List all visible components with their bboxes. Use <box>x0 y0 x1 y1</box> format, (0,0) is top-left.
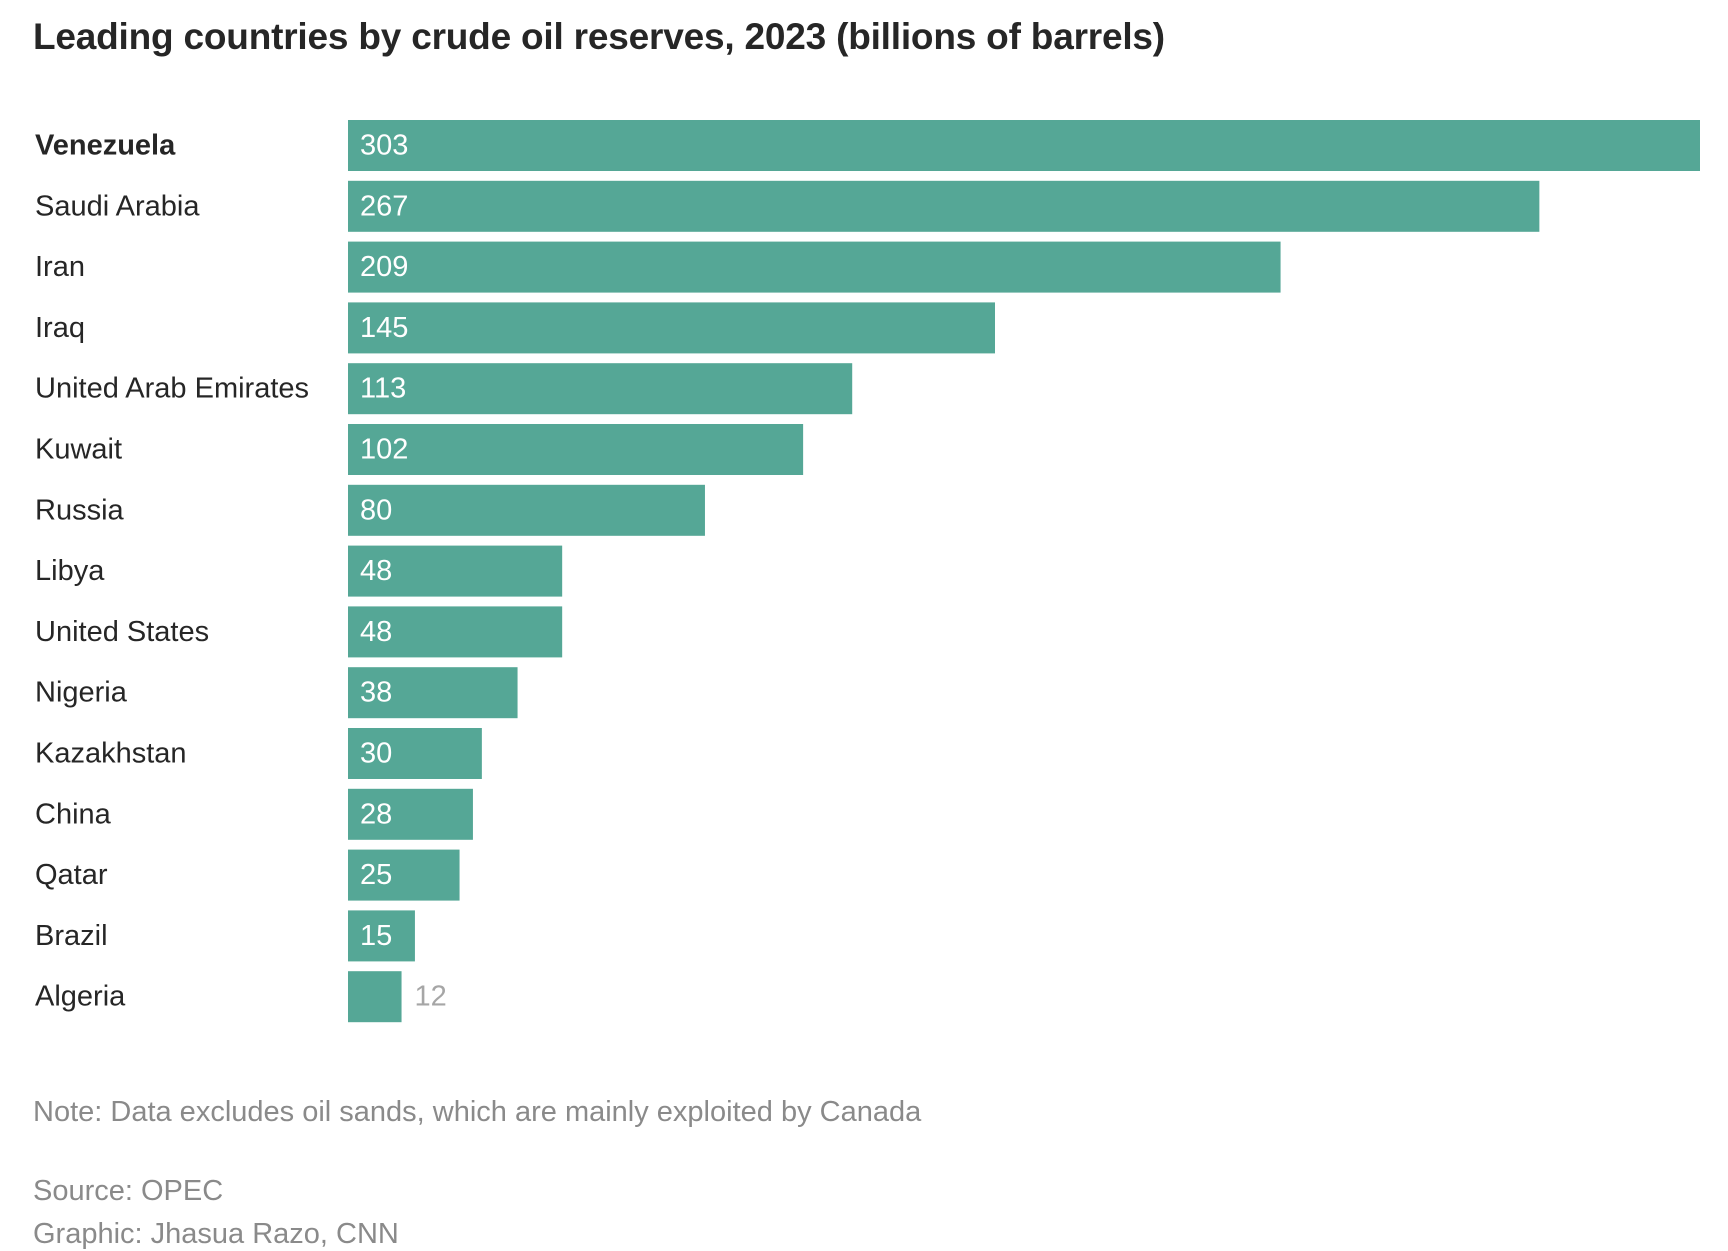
category-label: United States <box>35 616 209 648</box>
value-label: 38 <box>360 677 392 709</box>
category-label: Russia <box>35 494 125 526</box>
bar <box>348 120 1700 171</box>
category-label: Iran <box>35 251 85 283</box>
category-label: China <box>35 798 112 830</box>
value-label: 12 <box>415 981 447 1013</box>
value-label: 113 <box>360 373 406 405</box>
chart-source: Source: OPEC <box>33 1175 224 1207</box>
category-label: Venezuela <box>35 130 176 162</box>
bar-chart: Venezuela 303 Saudi Arabia 267 Iran 209 Iraq 14… <box>35 120 1700 1023</box>
category-label: Libya <box>35 555 105 587</box>
value-label: 48 <box>360 555 392 587</box>
value-label: 28 <box>360 798 392 830</box>
bar <box>348 788 473 840</box>
bar <box>348 180 1540 232</box>
value-label: 145 <box>360 312 408 344</box>
value-label: 209 <box>360 251 408 283</box>
value-label: 80 <box>360 494 392 526</box>
category-label: Qatar <box>35 859 108 891</box>
category-label: Iraq <box>35 312 85 344</box>
bar <box>348 606 563 658</box>
bar <box>348 302 995 354</box>
category-label: Kuwait <box>35 434 122 466</box>
category-label: Nigeria <box>35 677 128 709</box>
value-label: 267 <box>360 190 408 222</box>
category-label: United Arab Emirates <box>35 373 309 405</box>
bar <box>348 241 1281 293</box>
bar <box>348 424 804 475</box>
bar <box>348 971 402 1023</box>
value-label: 48 <box>360 616 392 648</box>
value-label: 30 <box>360 738 392 770</box>
value-label: 303 <box>360 130 408 162</box>
bar <box>348 910 415 962</box>
bar <box>348 849 460 901</box>
category-label: Brazil <box>35 920 108 952</box>
bar <box>348 545 563 597</box>
chart-credit: Graphic: Jhasua Razo, CNN <box>33 1218 399 1250</box>
bar <box>348 363 853 415</box>
value-label: 25 <box>360 859 392 891</box>
category-label: Algeria <box>35 981 126 1013</box>
bar <box>348 484 705 536</box>
category-label: Kazakhstan <box>35 738 187 770</box>
chart-note: Note: Data excludes oil sands, which are… <box>33 1096 922 1128</box>
value-label: 102 <box>360 434 408 466</box>
bar <box>348 667 518 719</box>
chart-title: Leading countries by crude oil reserves,… <box>33 16 1165 57</box>
value-label: 15 <box>360 920 392 952</box>
bar <box>348 728 482 779</box>
category-label: Saudi Arabia <box>35 190 200 222</box>
